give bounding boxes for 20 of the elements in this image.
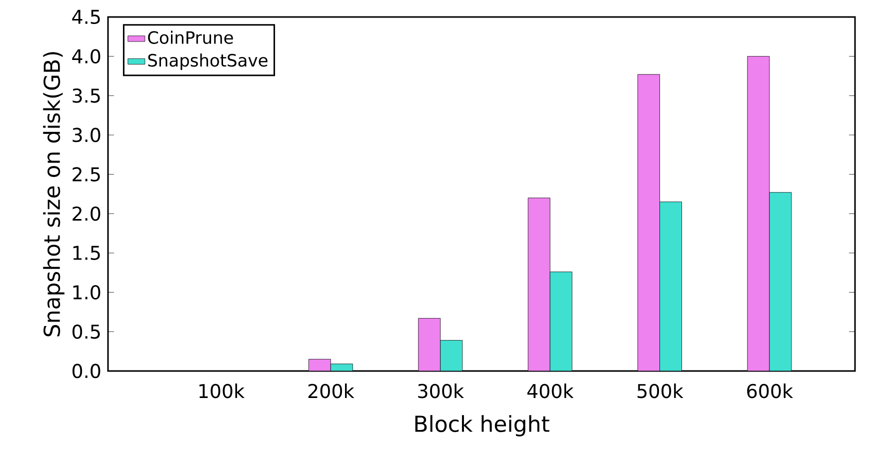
x-tick-label: 100k <box>199 384 245 398</box>
y-tick-label: 1.0 <box>73 285 100 300</box>
x-tick-label: 600k <box>747 384 794 398</box>
y-tick-label: 0.0 <box>72 364 100 378</box>
legend-label: CoinPrune <box>148 30 233 44</box>
x-tick-label: 200k <box>308 384 354 398</box>
y-tick-label: 4.0 <box>72 49 100 64</box>
y-axis-title: Snapshot size on disk(GB) <box>43 52 64 336</box>
x-tick-label: 300k <box>418 384 464 398</box>
y-tick-label: 3.0 <box>72 128 100 142</box>
legend-label: SnapshotSave <box>148 54 268 70</box>
y-tick-label: 4.5 <box>72 10 100 24</box>
x-axis-title: Block height <box>415 415 550 436</box>
y-tick-label: 3.5 <box>72 88 100 103</box>
y-tick-label: 2.0 <box>72 206 100 221</box>
y-tick-label: 1.5 <box>73 246 100 260</box>
x-tick-label: 500k <box>638 384 684 398</box>
y-tick-label: 0.5 <box>72 324 100 339</box>
x-tick-label: 400k <box>527 384 574 398</box>
y-tick-label: 2.5 <box>72 167 100 182</box>
